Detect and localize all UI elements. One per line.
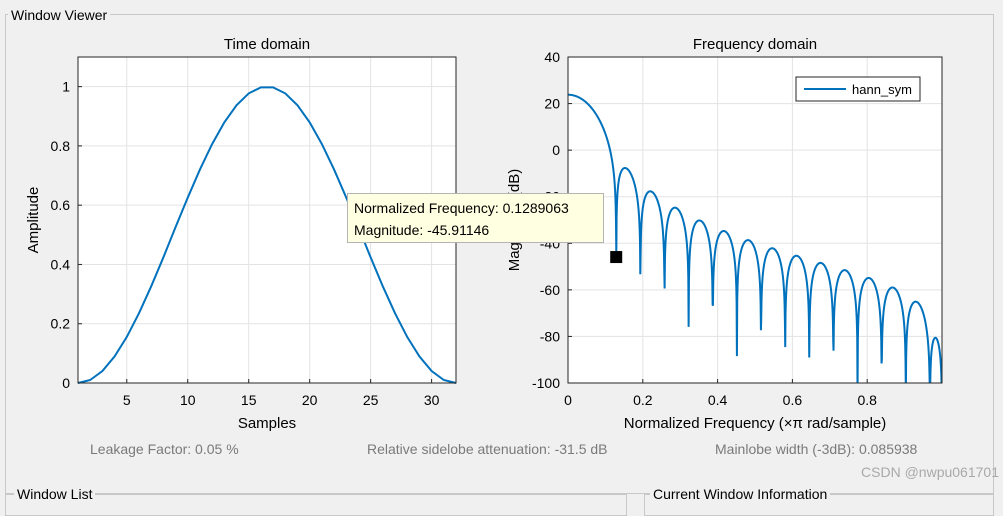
datatip-marker[interactable] — [610, 251, 623, 264]
current-window-title: Current Window Information — [650, 486, 831, 502]
window-viewer-panel — [5, 14, 994, 494]
time-domain-title: Time domain — [224, 36, 310, 53]
fd-xtick-label: 0.2 — [633, 392, 653, 408]
time-domain-ylabel: Amplitude — [25, 187, 42, 254]
fd-ytick-label: -80 — [540, 328, 560, 344]
sidelobe-attenuation: Relative sidelobe attenuation: -31.5 dB — [367, 441, 608, 457]
td-xtick-label: 20 — [302, 392, 318, 408]
fd-ytick-label: -60 — [540, 282, 560, 298]
time-domain-xlabel: Samples — [238, 415, 296, 432]
watermark: CSDN @nwpu061701 — [861, 464, 999, 480]
frequency-domain-legend[interactable]: hann_sym — [795, 76, 921, 102]
time-domain-hann-curve[interactable] — [77, 86, 457, 384]
window-list-panel — [5, 494, 627, 516]
td-xtick-label: 15 — [241, 392, 257, 408]
window-viewer-title: Window Viewer — [8, 7, 111, 23]
td-ytick-label: 1 — [62, 79, 70, 95]
time-domain-ticks: 5 10 15 20 25 30 0 0.2 0.4 0.6 0.8 1 — [51, 79, 440, 408]
td-xtick-label: 5 — [123, 392, 131, 408]
td-xtick-label: 10 — [180, 392, 196, 408]
frequency-domain-chart[interactable]: Frequency domain 0 0.2 0.4 0.6 0.8 -100 -80 -60… — [0, 0, 1003, 440]
td-ytick-label: 0.4 — [51, 256, 71, 272]
td-ytick-label: 0.6 — [51, 197, 71, 213]
fd-xtick-label: 0.4 — [708, 392, 728, 408]
fd-ytick-label: 0 — [552, 142, 560, 158]
leakage-factor: Leakage Factor: 0.05 % — [90, 441, 239, 457]
datatip-frequency: Normalized Frequency: 0.1289063 — [354, 200, 569, 216]
fd-xtick-label: 0.8 — [857, 392, 877, 408]
fd-ytick-label: 20 — [544, 96, 560, 112]
fd-ytick-label: -100 — [532, 375, 560, 391]
fd-ytick-label: 40 — [544, 49, 560, 65]
datatip-magnitude: Magnitude: -45.91146 — [354, 222, 490, 238]
window-list-title: Window List — [14, 486, 96, 502]
datatip[interactable]: Normalized Frequency: 0.1289063 Magnitud… — [347, 193, 604, 243]
frequency-domain-plot-area[interactable] — [568, 57, 942, 383]
frequency-domain-ticks: 00.20.40.60.8-100-80-60-40-2002040 — [532, 49, 877, 408]
td-xtick-label: 30 — [424, 392, 440, 408]
fd-xtick-label: 0.6 — [783, 392, 803, 408]
td-ytick-label: 0.2 — [51, 316, 71, 332]
td-ytick-label: 0.8 — [51, 138, 71, 154]
frequency-domain-title: Frequency domain — [693, 36, 817, 53]
frequency-domain-xlabel: Normalized Frequency (×π rad/sample) — [624, 415, 887, 432]
frequency-domain-hann-curve[interactable] — [568, 93, 942, 395]
legend-entry-hann-sym: hann_sym — [852, 82, 912, 97]
mainlobe-width: Mainlobe width (-3dB): 0.085938 — [715, 441, 918, 457]
fd-xtick-label: 0 — [564, 392, 572, 408]
td-xtick-label: 25 — [363, 392, 379, 408]
td-ytick-label: 0 — [62, 375, 70, 391]
